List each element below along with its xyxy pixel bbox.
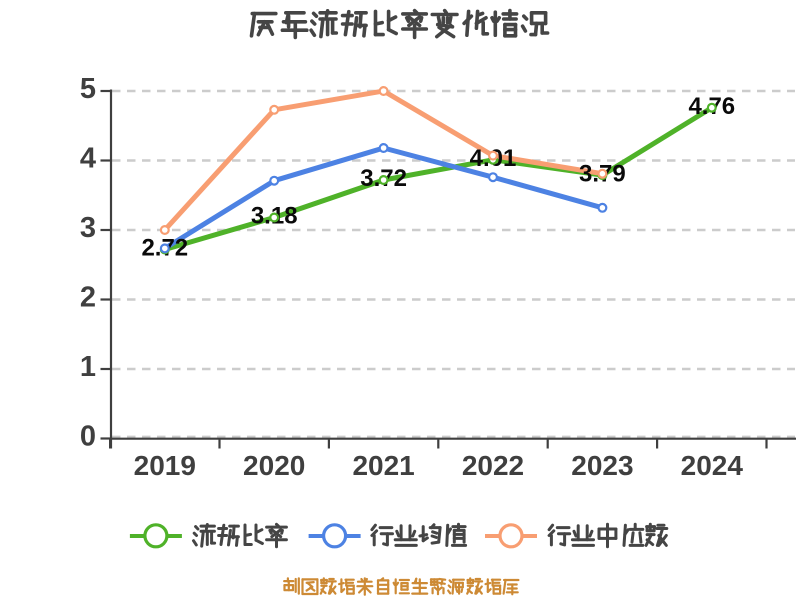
svg-text:2020: 2020 — [243, 450, 305, 481]
svg-text:3: 3 — [80, 212, 96, 244]
svg-text:2022: 2022 — [462, 450, 524, 481]
svg-text:2019: 2019 — [134, 450, 196, 481]
svg-text:4: 4 — [80, 143, 96, 175]
svg-text:5: 5 — [80, 73, 96, 105]
svg-text:0: 0 — [80, 421, 96, 453]
svg-text:2: 2 — [80, 282, 96, 314]
svg-text:1: 1 — [80, 351, 96, 383]
svg-text:2024: 2024 — [681, 450, 744, 481]
svg-text:2023: 2023 — [571, 450, 633, 481]
svg-text:2021: 2021 — [352, 450, 414, 481]
